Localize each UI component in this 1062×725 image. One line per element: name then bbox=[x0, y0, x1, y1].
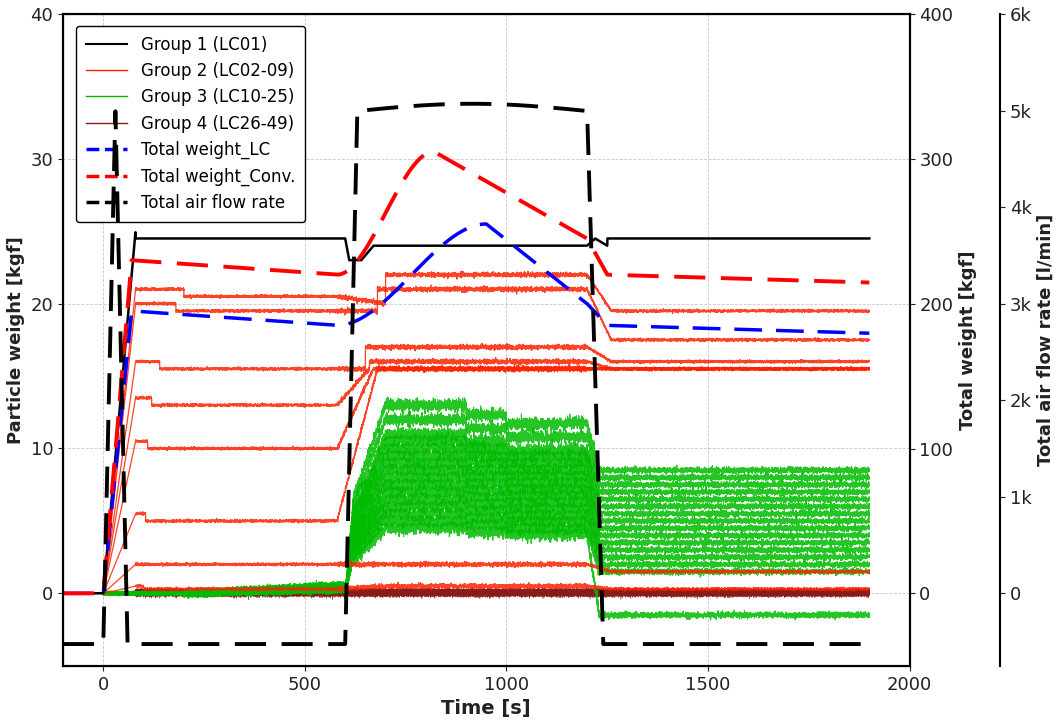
Y-axis label: Total weight [kgf]: Total weight [kgf] bbox=[959, 250, 977, 430]
X-axis label: Time [s]: Time [s] bbox=[442, 699, 531, 718]
Legend: Group 1 (LC01), Group 2 (LC02-09), Group 3 (LC10-25), Group 4 (LC26-49), Total w: Group 1 (LC01), Group 2 (LC02-09), Group… bbox=[75, 25, 305, 222]
Y-axis label: Total air flow rate [l/min]: Total air flow rate [l/min] bbox=[1038, 214, 1055, 466]
Y-axis label: Particle weight [kgf]: Particle weight [kgf] bbox=[7, 236, 24, 444]
